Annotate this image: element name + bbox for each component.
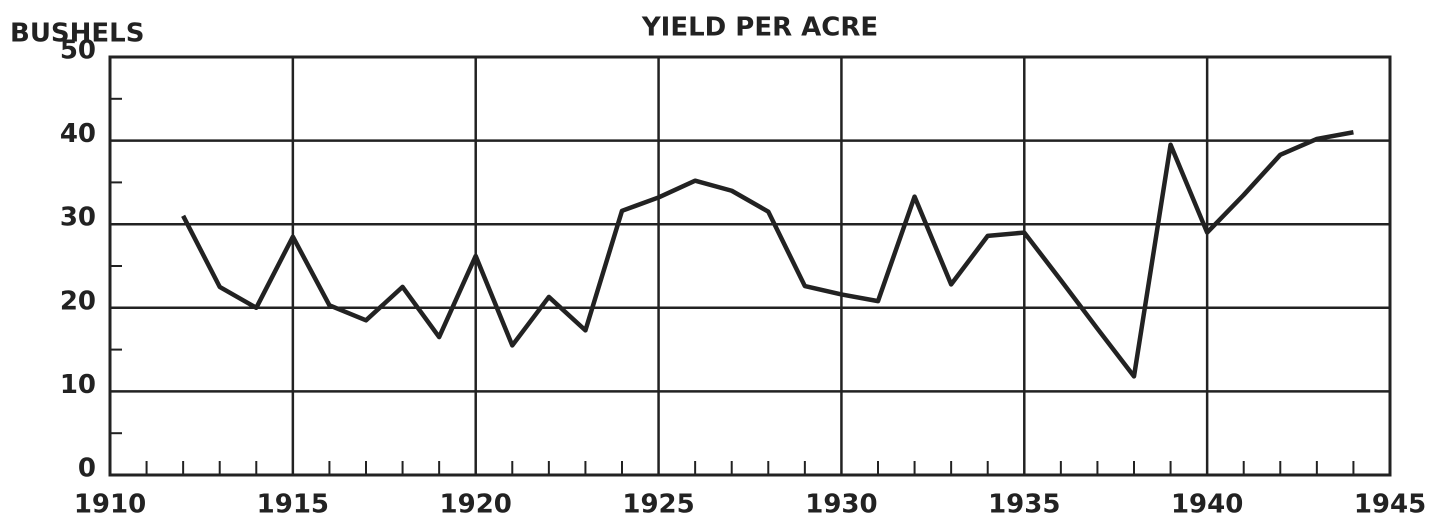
y-axis-label: BUSHELS [10,19,144,49]
x-tick-label: 1935 [988,490,1060,520]
x-tick-label: 1920 [440,490,512,520]
y-tick-label: 30 [60,203,96,233]
x-tick-label: 1915 [257,490,329,520]
x-tick-label: 1945 [1354,490,1426,520]
x-tick-label: 1910 [74,490,146,520]
x-tick-label: 1930 [805,490,877,520]
data-line [181,130,1354,379]
y-tick-label: 50 [60,36,96,66]
y-tick-label: 0 [78,454,96,484]
y-tick-label: 20 [60,286,96,316]
x-tick-label: 1925 [622,490,694,520]
chart-title: YIELD PER ACRE [641,13,878,43]
x-tick-label: 1940 [1171,490,1243,520]
y-tick-label: 10 [60,370,96,400]
plot-frame [108,55,1392,477]
y-tick-label: 40 [60,119,96,149]
